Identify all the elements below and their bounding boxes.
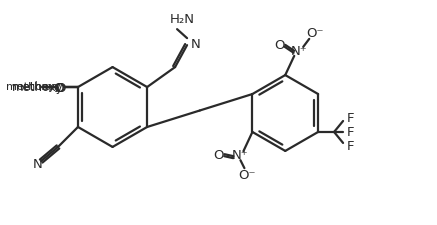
Text: O: O (56, 81, 66, 94)
Text: F: F (346, 112, 354, 125)
Text: O⁻: O⁻ (239, 168, 256, 181)
Text: N⁺: N⁺ (232, 148, 249, 161)
Text: F: F (346, 140, 354, 153)
Text: methoxy: methoxy (12, 82, 60, 92)
Text: methoxy: methoxy (12, 80, 64, 93)
Text: O⁻: O⁻ (306, 27, 324, 40)
Text: N: N (191, 37, 201, 50)
Text: F: F (346, 126, 354, 139)
Text: methoxy: methoxy (6, 82, 55, 92)
Text: H₂N: H₂N (170, 13, 194, 26)
Text: N⁺: N⁺ (291, 45, 308, 58)
Text: O: O (213, 148, 224, 161)
Text: O: O (54, 81, 64, 94)
Text: O: O (55, 81, 65, 94)
Text: N: N (32, 157, 42, 170)
Text: O: O (274, 39, 284, 52)
